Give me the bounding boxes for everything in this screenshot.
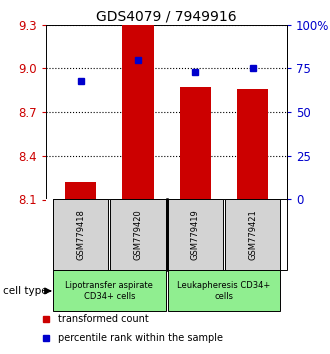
Text: transformed count: transformed count [58,314,149,324]
Text: GSM779420: GSM779420 [133,210,143,260]
Text: Lipotransfer aspirate
CD34+ cells: Lipotransfer aspirate CD34+ cells [65,281,153,301]
Bar [237,89,269,200]
FancyBboxPatch shape [168,270,280,312]
FancyBboxPatch shape [111,200,166,270]
Bar [122,25,154,200]
Bar [65,182,96,200]
Text: percentile rank within the sample: percentile rank within the sample [58,333,223,343]
FancyBboxPatch shape [53,200,108,270]
Text: GSM779419: GSM779419 [191,210,200,260]
Text: GSM779421: GSM779421 [248,210,257,260]
Text: Leukapheresis CD34+
cells: Leukapheresis CD34+ cells [178,281,271,301]
Bar [180,87,211,200]
Text: GSM779418: GSM779418 [76,210,85,261]
FancyBboxPatch shape [225,200,280,270]
FancyBboxPatch shape [53,270,166,312]
FancyBboxPatch shape [168,200,223,270]
Title: GDS4079 / 7949916: GDS4079 / 7949916 [96,10,237,24]
Text: cell type: cell type [3,286,47,296]
